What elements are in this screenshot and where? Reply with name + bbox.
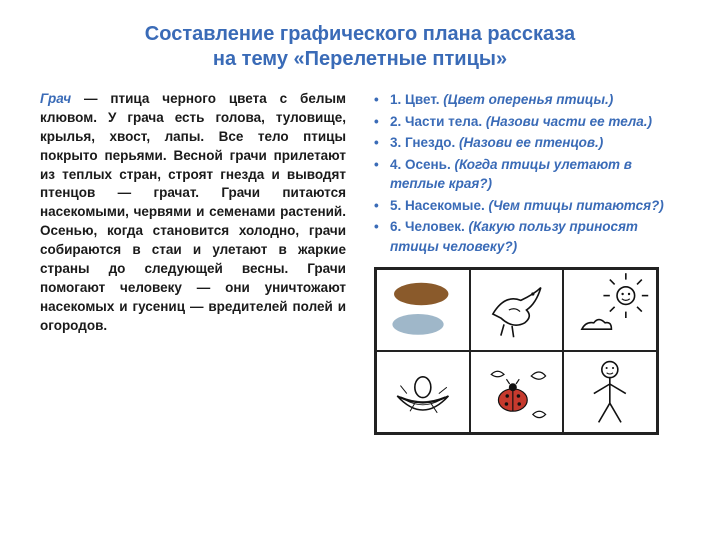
plan-item: 1. Цвет. (Цвет оперенья птицы.) bbox=[374, 90, 680, 110]
plan-item: 4. Осень. (Когда птицы улетают в теплые … bbox=[374, 155, 680, 194]
cell-sun bbox=[563, 269, 657, 351]
cell-bird bbox=[470, 269, 564, 351]
sun-icon bbox=[564, 270, 656, 350]
plan-list: 1. Цвет. (Цвет оперенья птицы.) 2. Части… bbox=[374, 90, 680, 257]
cell-insects bbox=[470, 351, 564, 433]
plan-item: 5. Насекомые. (Чем птицы питаются?) bbox=[374, 196, 680, 216]
plan-item: 3. Гнездо. (Назови ее птенцов.) bbox=[374, 133, 680, 153]
cell-nest bbox=[376, 351, 470, 433]
story-body: — птица черного цвета с белым клювом. У … bbox=[40, 91, 346, 333]
page-title: Составление графического плана рассказа … bbox=[40, 22, 680, 72]
right-column: 1. Цвет. (Цвет оперенья птицы.) 2. Части… bbox=[374, 90, 680, 435]
plan-item: 6. Человек. (Какую пользу приносят птицы… bbox=[374, 217, 680, 256]
content-columns: Грач — птица черного цвета с белым клюво… bbox=[40, 90, 680, 435]
bird-icon bbox=[471, 270, 563, 350]
title-line-1: Составление графического плана рассказа bbox=[145, 23, 575, 45]
story-lead-word: Грач bbox=[40, 91, 71, 106]
color-blobs-icon bbox=[377, 270, 469, 350]
ladybug-icon bbox=[471, 352, 563, 432]
nest-icon bbox=[377, 352, 469, 432]
cell-color-blobs bbox=[376, 269, 470, 351]
person-icon bbox=[564, 352, 656, 432]
pictogram-grid bbox=[374, 267, 659, 435]
story-paragraph: Грач — птица черного цвета с белым клюво… bbox=[40, 90, 346, 435]
plan-item: 2. Части тела. (Назови части ее тела.) bbox=[374, 112, 680, 132]
cell-person bbox=[563, 351, 657, 433]
title-line-2: на тему «Перелетные птицы» bbox=[213, 48, 507, 70]
